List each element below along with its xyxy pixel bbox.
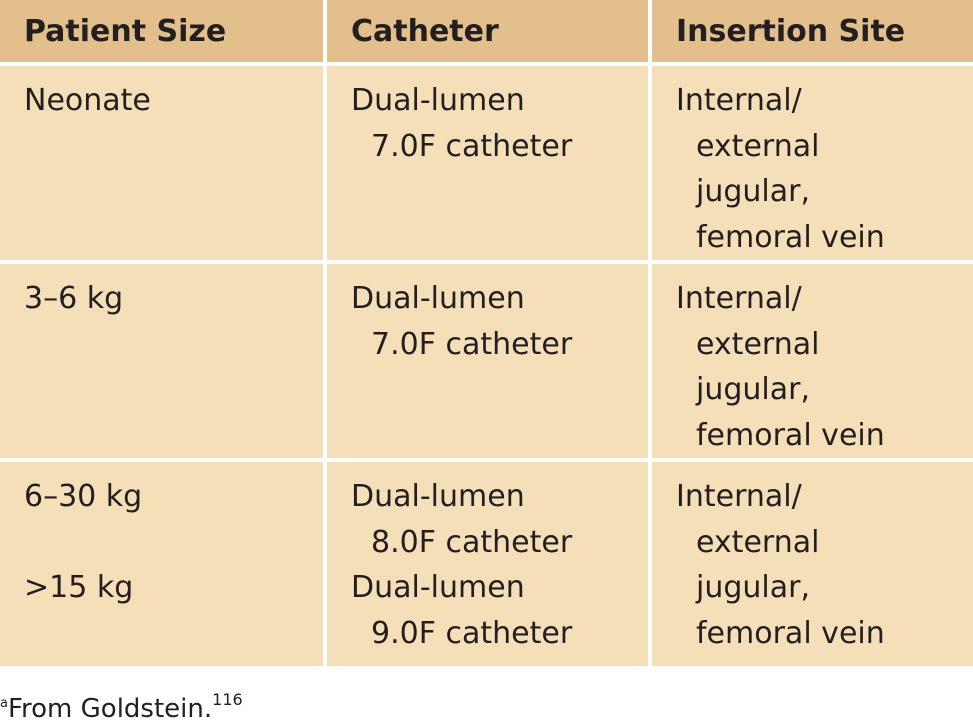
- footnote: aFrom Goldstein.116: [0, 690, 243, 724]
- site-text: external: [696, 524, 820, 560]
- site-text: Internal/: [676, 281, 802, 316]
- catheter-text: Dual-lumen: [351, 479, 525, 514]
- cell-site: Internal/external jugular, femoral vein: [652, 264, 973, 458]
- catheter-text: 7.0F catheter: [371, 326, 573, 362]
- table-row: Neonate Dual-lumen 7.0F catheter Internal…: [0, 66, 973, 260]
- site-text: jugular,: [696, 570, 810, 605]
- cell-site: Internal/external jugular, femoral vein: [652, 66, 973, 260]
- size-text: >15 kg: [24, 570, 134, 605]
- catheter-text: 9.0F catheter: [371, 615, 573, 651]
- site-text: external: [696, 128, 820, 164]
- site-text: femoral vein: [696, 417, 885, 453]
- site-text: femoral vein: [696, 219, 885, 255]
- header-catheter: Catheter: [327, 0, 648, 62]
- cell-catheter: Dual-lumen 7.0F catheter: [327, 66, 648, 260]
- header-insertion-site: Insertion Site: [652, 0, 973, 62]
- site-text: Internal/: [676, 479, 802, 514]
- table-row: 6–30 kg >15 kg Dual-lumen 8.0F catheter Dua…: [0, 462, 973, 666]
- cell-size: Neonate: [0, 66, 323, 260]
- footnote-text: From Goldstein.: [7, 694, 213, 724]
- catheter-text: 7.0F catheter: [371, 128, 573, 164]
- catheter-table: Patient Size Catheter Insertion Site Neo…: [0, 0, 973, 666]
- size-text: 6–30 kg: [24, 479, 143, 514]
- header-patient-size: Patient Size: [0, 0, 323, 62]
- site-text: femoral vein: [696, 615, 885, 651]
- catheter-text: Dual-lumen: [351, 83, 525, 118]
- site-text: Internal/: [676, 83, 802, 118]
- cell-site: Internal/external jugular, femoral vein: [652, 462, 973, 666]
- catheter-text: 8.0F catheter: [371, 524, 573, 560]
- site-text: external: [696, 326, 820, 362]
- catheter-text: Dual-lumen: [351, 281, 525, 316]
- cell-catheter: Dual-lumen 7.0F catheter: [327, 264, 648, 458]
- site-text: jugular,: [696, 174, 810, 209]
- footnote-reference: 116: [212, 690, 243, 709]
- table-row: 3–6 kg Dual-lumen 7.0F catheter Internal/…: [0, 264, 973, 458]
- cell-size: 3–6 kg: [0, 264, 323, 458]
- size-text: 3–6 kg: [24, 281, 124, 316]
- footnote-marker: a: [0, 696, 8, 711]
- size-text: Neonate: [24, 83, 151, 118]
- header-row: Patient Size Catheter Insertion Site: [0, 0, 973, 62]
- cell-catheter: Dual-lumen 8.0F catheter Dual-lumen 9.0F ca…: [327, 462, 648, 666]
- cell-size: 6–30 kg >15 kg: [0, 462, 323, 666]
- catheter-text: Dual-lumen: [351, 570, 525, 605]
- site-text: jugular,: [696, 372, 810, 407]
